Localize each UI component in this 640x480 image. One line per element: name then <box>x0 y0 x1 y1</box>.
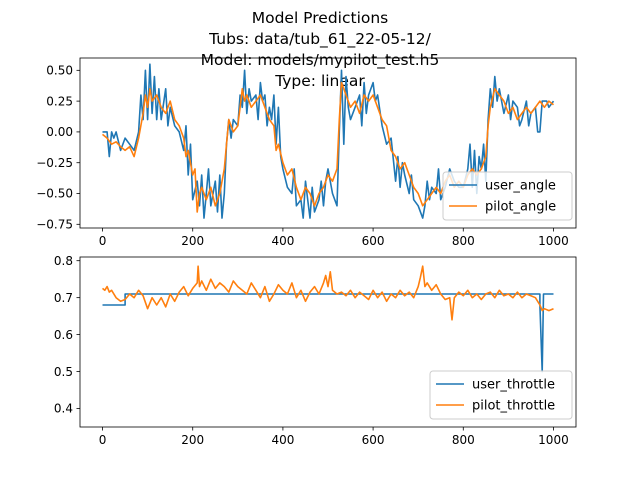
series-line-pilot_throttle <box>101 265 554 321</box>
y-tick-label: 0.4 <box>54 402 73 416</box>
x-tick-label: 400 <box>271 433 294 447</box>
x-tick-label: 400 <box>271 234 294 248</box>
y-tick-label: −0.25 <box>36 156 73 170</box>
y-tick-label: 0.5 <box>54 365 73 379</box>
y-tick-label: −0.75 <box>36 218 73 232</box>
x-tick-label: 0 <box>99 234 107 248</box>
title-line-1: Model Predictions <box>252 9 389 27</box>
x-tick-label: 800 <box>452 433 475 447</box>
y-tick-label: 0.6 <box>54 328 73 342</box>
series-line-pilot_angle <box>101 81 555 213</box>
x-tick-label: 200 <box>181 433 204 447</box>
legend-label-user_throttle: user_throttle <box>472 378 555 393</box>
title-line-3: Model: models/mypilot_test.h5 <box>201 51 440 70</box>
x-tick-label: 1000 <box>538 433 569 447</box>
y-tick-label: 0.25 <box>46 94 73 108</box>
series-line-user_angle <box>102 63 555 219</box>
x-tick-label: 1000 <box>538 234 569 248</box>
y-tick-label: 0.7 <box>54 291 73 305</box>
title-line-4: Type: linear <box>274 72 365 90</box>
legend-label-pilot_throttle: pilot_throttle <box>472 399 555 414</box>
y-tick-label: 0.00 <box>46 125 73 139</box>
y-tick-label: 0.8 <box>54 254 73 268</box>
x-tick-label: 0 <box>99 433 107 447</box>
throttle-legend-box <box>429 370 573 420</box>
angle-axes-frame <box>79 57 577 229</box>
angle-legend-box <box>442 171 573 221</box>
x-tick-label: 600 <box>362 433 385 447</box>
angle-subplot: 0 200 400 600 800 1000 0.50 0.25 0.00 −0.25 −0.50 −… <box>36 57 577 248</box>
x-tick-label: 200 <box>181 234 204 248</box>
throttle-subplot: 0 200 400 600 800 1000 0.8 0.7 0.6 0.5 0.4 user_thr… <box>54 254 577 447</box>
legend-label-pilot_angle: pilot_angle <box>485 200 556 215</box>
y-tick-label: 0.50 <box>46 64 73 78</box>
x-tick-label: 800 <box>452 234 475 248</box>
y-tick-label: −0.50 <box>36 187 73 201</box>
x-tick-label: 600 <box>362 234 385 248</box>
title-line-2: Tubs: data/tub_61_22-05-12/ <box>208 30 431 49</box>
series-line-user_throttle <box>102 293 554 373</box>
legend-label-user_angle: user_angle <box>485 179 556 194</box>
throttle-axes-frame <box>79 256 577 428</box>
